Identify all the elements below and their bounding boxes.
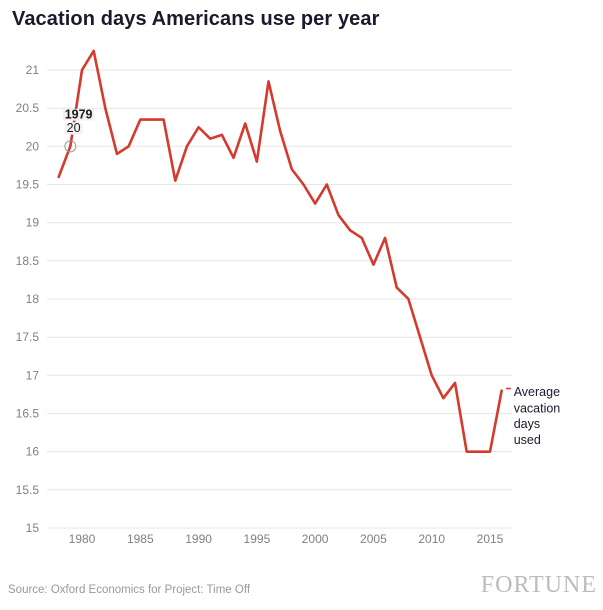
svg-text:19.5: 19.5 (16, 178, 40, 192)
svg-text:2015: 2015 (477, 532, 504, 546)
svg-text:19: 19 (26, 216, 40, 230)
svg-text:vacation: vacation (514, 401, 561, 415)
svg-text:1980: 1980 (69, 532, 96, 546)
svg-text:17.5: 17.5 (16, 330, 40, 344)
svg-text:20: 20 (67, 121, 81, 135)
svg-text:used: used (514, 433, 541, 447)
svg-text:20.5: 20.5 (16, 101, 40, 115)
svg-text:1995: 1995 (244, 532, 271, 546)
svg-text:16.5: 16.5 (16, 407, 40, 421)
svg-text:21: 21 (26, 63, 40, 77)
svg-text:1985: 1985 (127, 532, 154, 546)
svg-text:16: 16 (26, 445, 40, 459)
svg-text:2005: 2005 (360, 532, 387, 546)
svg-text:1990: 1990 (185, 532, 212, 546)
svg-text:15: 15 (26, 521, 40, 535)
svg-text:2010: 2010 (418, 532, 445, 546)
svg-text:days: days (514, 417, 540, 431)
svg-text:18: 18 (26, 292, 40, 306)
svg-text:20: 20 (26, 139, 40, 153)
svg-text:1979: 1979 (65, 107, 93, 121)
svg-text:17: 17 (26, 368, 40, 382)
svg-text:18.5: 18.5 (16, 254, 40, 268)
svg-text:Average: Average (514, 385, 560, 399)
svg-text:15.5: 15.5 (16, 483, 40, 497)
svg-text:2000: 2000 (302, 532, 329, 546)
